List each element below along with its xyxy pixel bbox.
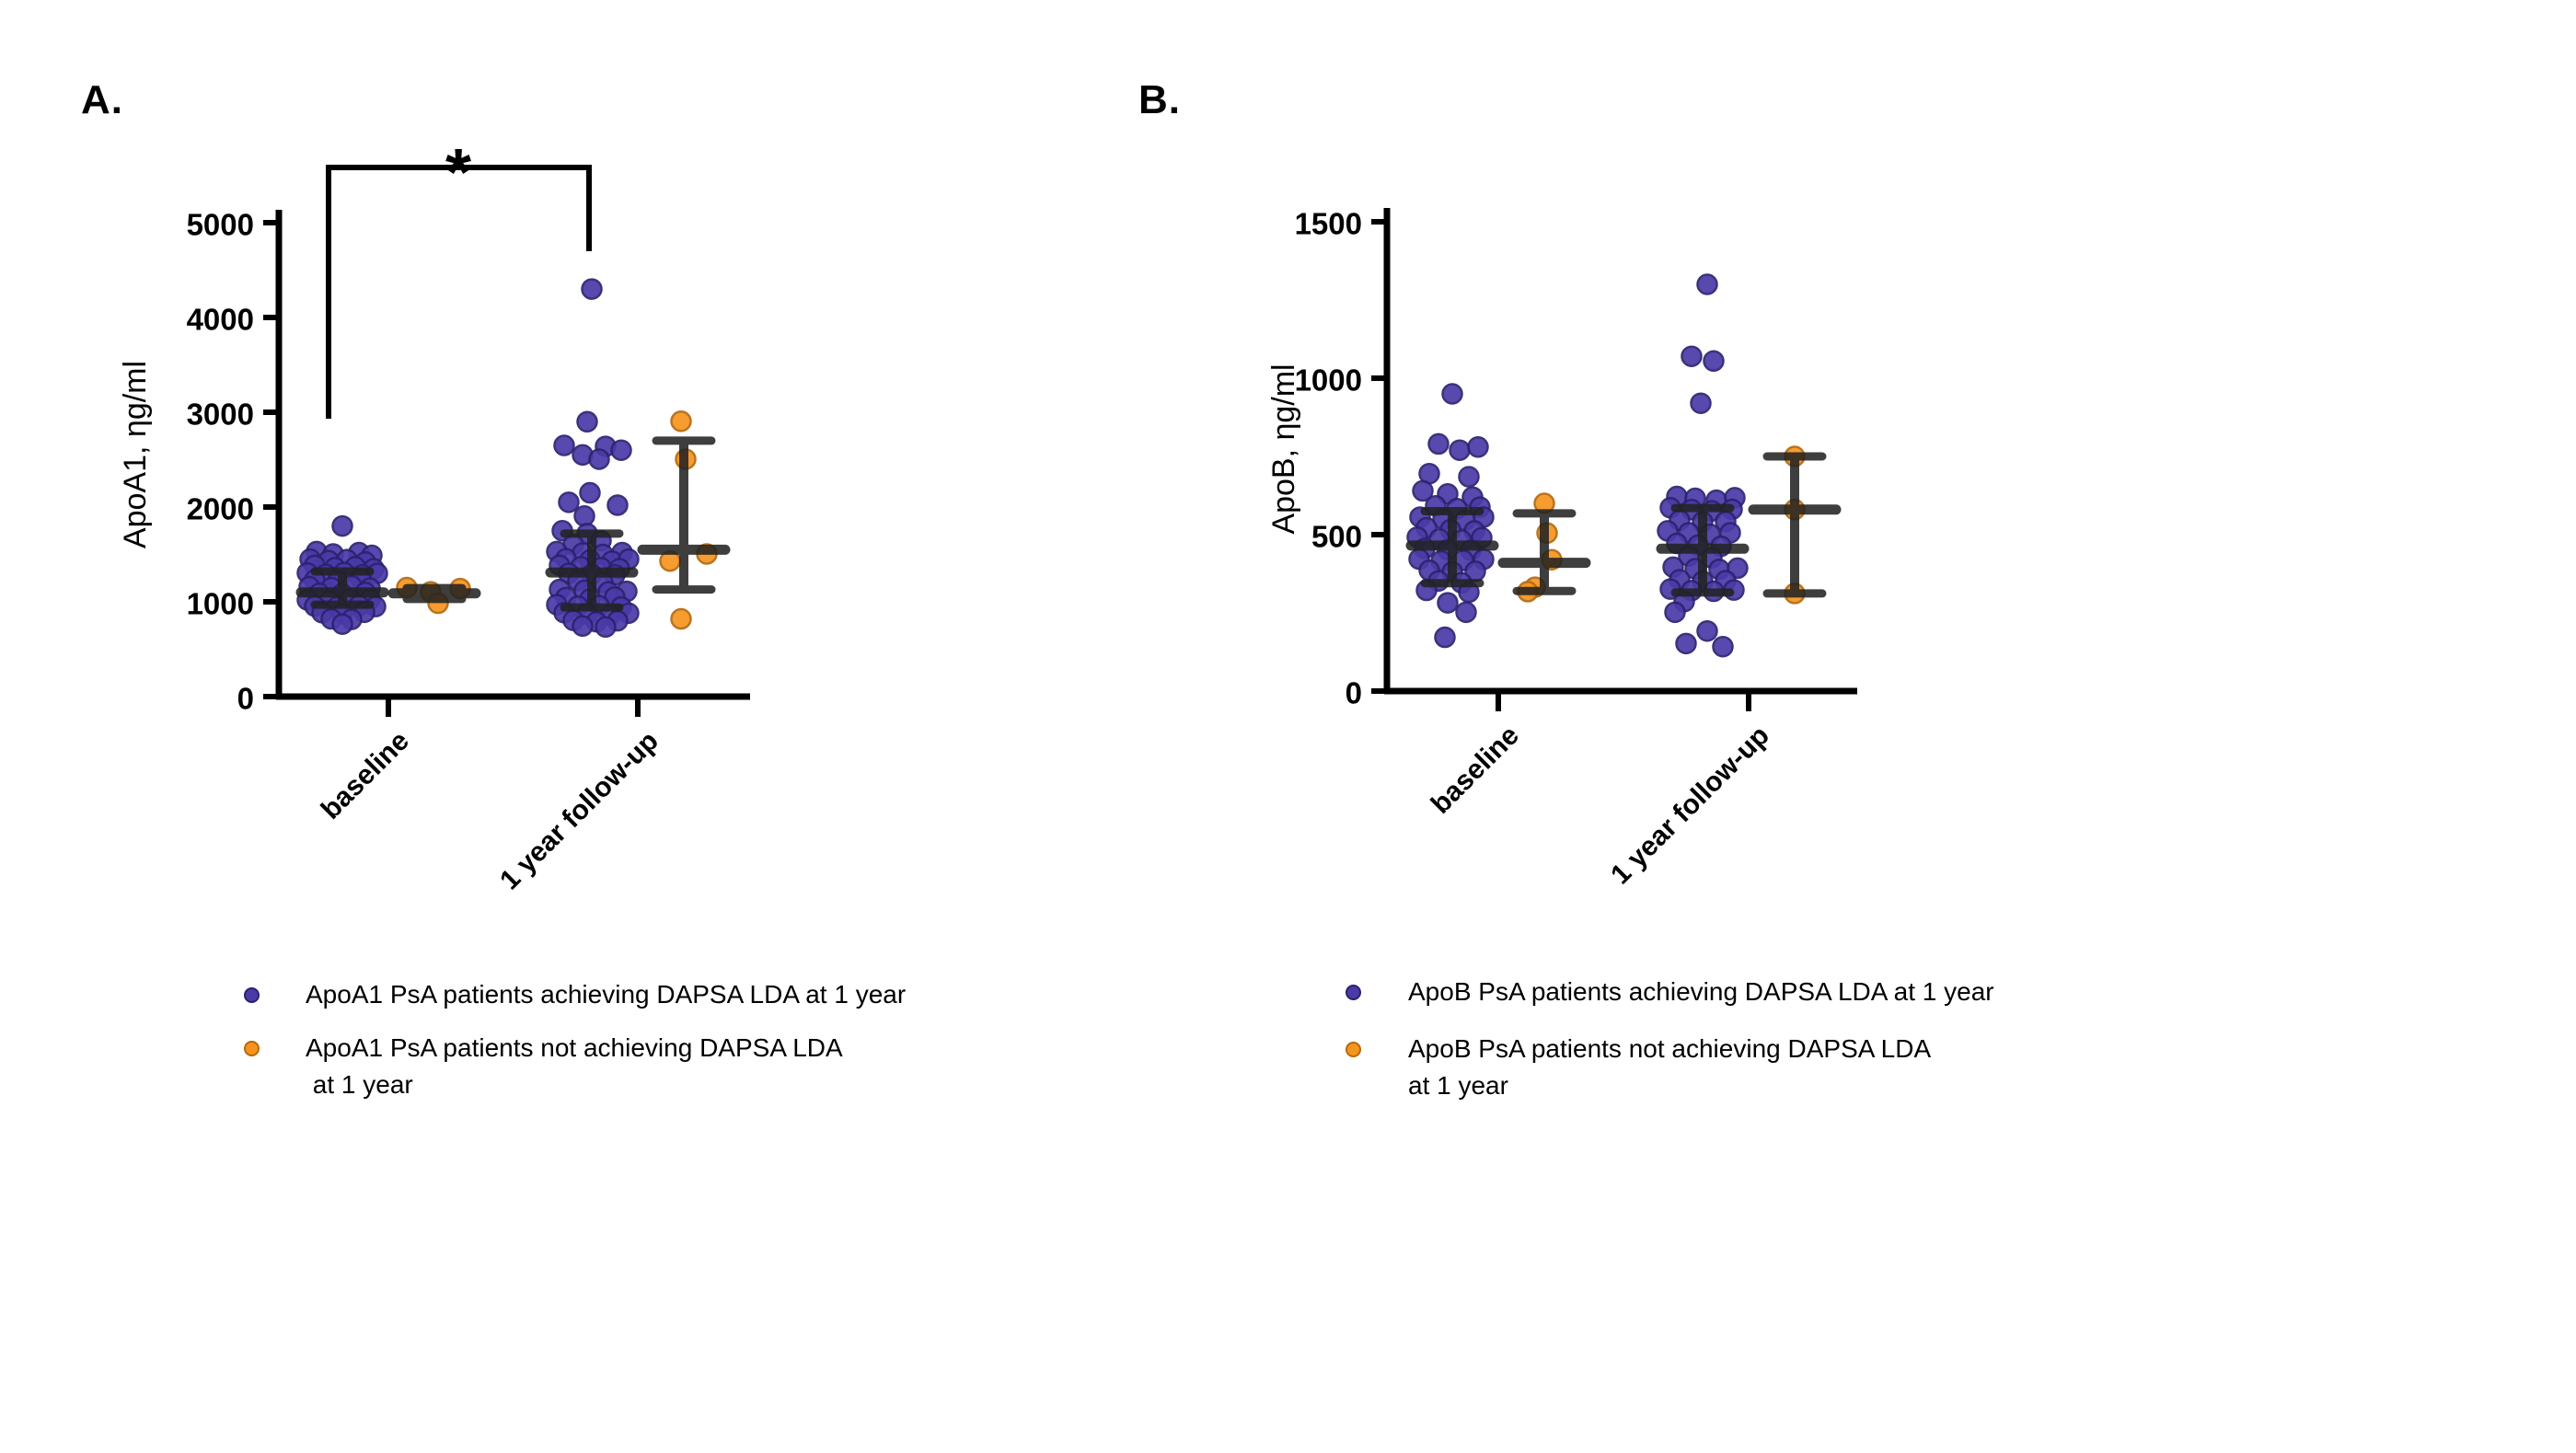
panel-b-label: B. (1138, 77, 1181, 122)
y-tick-label: 1500 (1295, 207, 1362, 241)
errorbar-1-year-follow-up-not_achieving (1748, 452, 1842, 598)
legend-line: ApoA1 PsA patients not achieving DAPSA L… (306, 1033, 843, 1062)
legend-text-achieving: ApoB PsA patients achieving DAPSA LDA at… (1408, 974, 1994, 1010)
y-axis-title: ApoB, ηg/ml (1266, 363, 1301, 534)
data-point (581, 278, 603, 300)
data-point (1664, 601, 1686, 624)
legend-marker-not_achieving (244, 1041, 260, 1056)
y-tick-label: 4000 (187, 303, 254, 337)
data-point (1703, 350, 1725, 373)
data-point (1696, 619, 1718, 642)
data-point (595, 616, 617, 639)
panel-a-label: A. (81, 77, 123, 122)
y-tick-label: 0 (237, 682, 254, 716)
significance-star: * (445, 136, 471, 210)
errorbar-baseline-not_achieving (387, 583, 481, 604)
y-tick-label: 0 (1346, 676, 1362, 710)
y-tick-label: 5000 (187, 208, 254, 242)
data-point (1449, 439, 1471, 461)
panel-B-plot: 0 500 1000 1500 ApoB, ηg/ml baseline 1 year fo… (1266, 207, 1857, 891)
data-point (588, 448, 610, 470)
data-point (1455, 601, 1477, 624)
data-point (573, 505, 595, 527)
y-tick-label: 1000 (1295, 363, 1362, 398)
x-category-label: 1 year follow-up (494, 726, 664, 896)
axes: 0 1000 2000 3000 4000 5000 (187, 208, 750, 717)
legend-marker-achieving (1346, 985, 1361, 1000)
data-point (1458, 466, 1480, 488)
y-tick-label: 1000 (187, 587, 254, 621)
y-tick-label: 3000 (187, 398, 254, 432)
data-point (1712, 635, 1734, 658)
errorbar-1-year-follow-up-achieving (545, 529, 639, 612)
data-point (610, 439, 632, 461)
data-point (558, 491, 580, 513)
y-tick-label: 500 (1311, 520, 1362, 554)
x-category-label: 1 year follow-up (1605, 721, 1775, 891)
panel-A-plot: 0 1000 2000 3000 4000 5000 ApoA1, ηg/ml baselin… (118, 136, 750, 895)
y-tick-label: 2000 (187, 492, 254, 526)
data-point (1690, 392, 1712, 414)
significance-bracket: * (326, 136, 592, 419)
errorbar-baseline-achieving (295, 567, 389, 609)
errorbar-1-year-follow-up-achieving (1656, 503, 1750, 597)
data-point (1437, 592, 1459, 614)
legend-text-achieving: ApoA1 PsA patients achieving DAPSA LDA a… (306, 976, 906, 1013)
data-point (331, 514, 353, 537)
data-point (670, 607, 692, 630)
axes: 0 500 1000 1500 (1295, 207, 1857, 711)
errorbar-baseline-achieving (1405, 507, 1499, 588)
legend-marker-achieving (244, 987, 260, 1003)
x-category-label: baseline (1426, 721, 1525, 820)
legend-line: at 1 year (1408, 1071, 1508, 1100)
legend-text-not_achieving: ApoA1 PsA patients not achieving DAPSA L… (306, 1030, 843, 1103)
data-point (576, 410, 598, 433)
data-point (1434, 626, 1456, 649)
data-point (1467, 436, 1489, 458)
data-point (1441, 383, 1463, 405)
data-point (1427, 432, 1450, 456)
data-point (606, 494, 629, 516)
data-point (579, 481, 601, 504)
legend-line: ApoB PsA patients not achieving DAPSA LD… (1408, 1034, 1932, 1063)
legend-line: ApoA1 PsA patients achieving DAPSA LDA a… (306, 980, 907, 1009)
legend-line: ApoB PsA patients achieving DAPSA LDA at… (1408, 977, 1994, 1006)
data-point (670, 410, 692, 432)
x-category-label: baseline (316, 726, 415, 825)
errorbar-baseline-not_achieving (1497, 509, 1591, 595)
y-axis-title: ApoA1, ηg/ml (118, 361, 153, 548)
legend-marker-not_achieving (1346, 1042, 1361, 1057)
errorbar-1-year-follow-up-not_achieving (637, 436, 731, 594)
legend-text-not_achieving: ApoB PsA patients not achieving DAPSA LD… (1408, 1031, 1931, 1104)
dots-1-year-follow-up-achieving (1657, 273, 1749, 658)
data-point (553, 434, 575, 456)
data-point (572, 615, 594, 638)
legend-line: at 1 year (306, 1070, 413, 1099)
data-point (1696, 273, 1718, 295)
data-point (1412, 479, 1434, 502)
data-point (331, 613, 353, 635)
data-point (1681, 345, 1703, 367)
data-point (1675, 632, 1697, 655)
